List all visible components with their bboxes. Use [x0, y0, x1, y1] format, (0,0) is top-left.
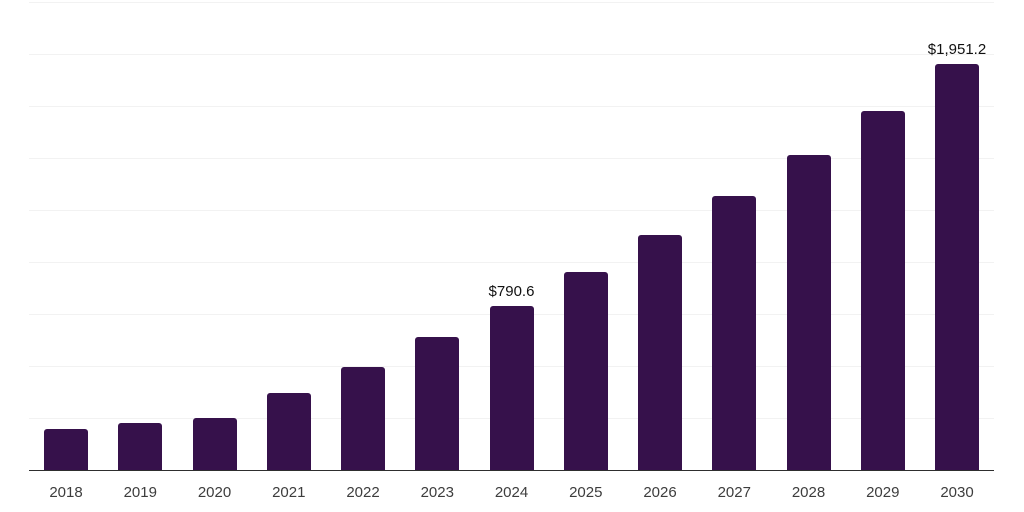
- bar-2024: [489, 305, 534, 470]
- x-tick-label: 2025: [569, 484, 603, 501]
- x-tick-label: 2026: [643, 484, 677, 501]
- x-axis-line: [29, 469, 994, 471]
- x-tick-label: 2022: [346, 484, 380, 501]
- gridline: [29, 262, 994, 263]
- bar-2018: [44, 429, 88, 470]
- bar-2023: [415, 337, 460, 470]
- bar-2027: [712, 196, 757, 470]
- gridline: [29, 210, 994, 211]
- bar-2030: [935, 64, 979, 470]
- x-tick-label: 2024: [494, 484, 529, 501]
- x-tick-label: 2029: [866, 484, 900, 501]
- bar-2025: [563, 271, 608, 470]
- bar-2028: [786, 155, 831, 470]
- x-tick-label: 2020: [197, 484, 232, 501]
- data-label-2024: $790.6: [488, 282, 535, 300]
- gridline: [29, 106, 994, 107]
- bar-2020: [192, 418, 237, 470]
- gridline: [29, 158, 994, 159]
- gridline: [29, 2, 994, 3]
- gridline: [29, 54, 994, 55]
- x-tick-label: 2027: [717, 484, 751, 501]
- x-tick-label: 2019: [123, 484, 157, 501]
- bar-2021: [266, 392, 311, 470]
- x-tick-label: 2021: [272, 484, 306, 501]
- x-tick-label: 2030: [940, 484, 974, 501]
- bar-2019: [118, 423, 163, 470]
- bar-2026: [638, 234, 682, 470]
- x-tick-label: 2028: [791, 484, 826, 501]
- data-label-2030: $1,951.2: [927, 41, 987, 59]
- bar-2022: [341, 366, 385, 470]
- bar-2029: [860, 110, 905, 470]
- x-tick-label: 2018: [49, 484, 83, 501]
- x-tick-label: 2023: [420, 484, 454, 501]
